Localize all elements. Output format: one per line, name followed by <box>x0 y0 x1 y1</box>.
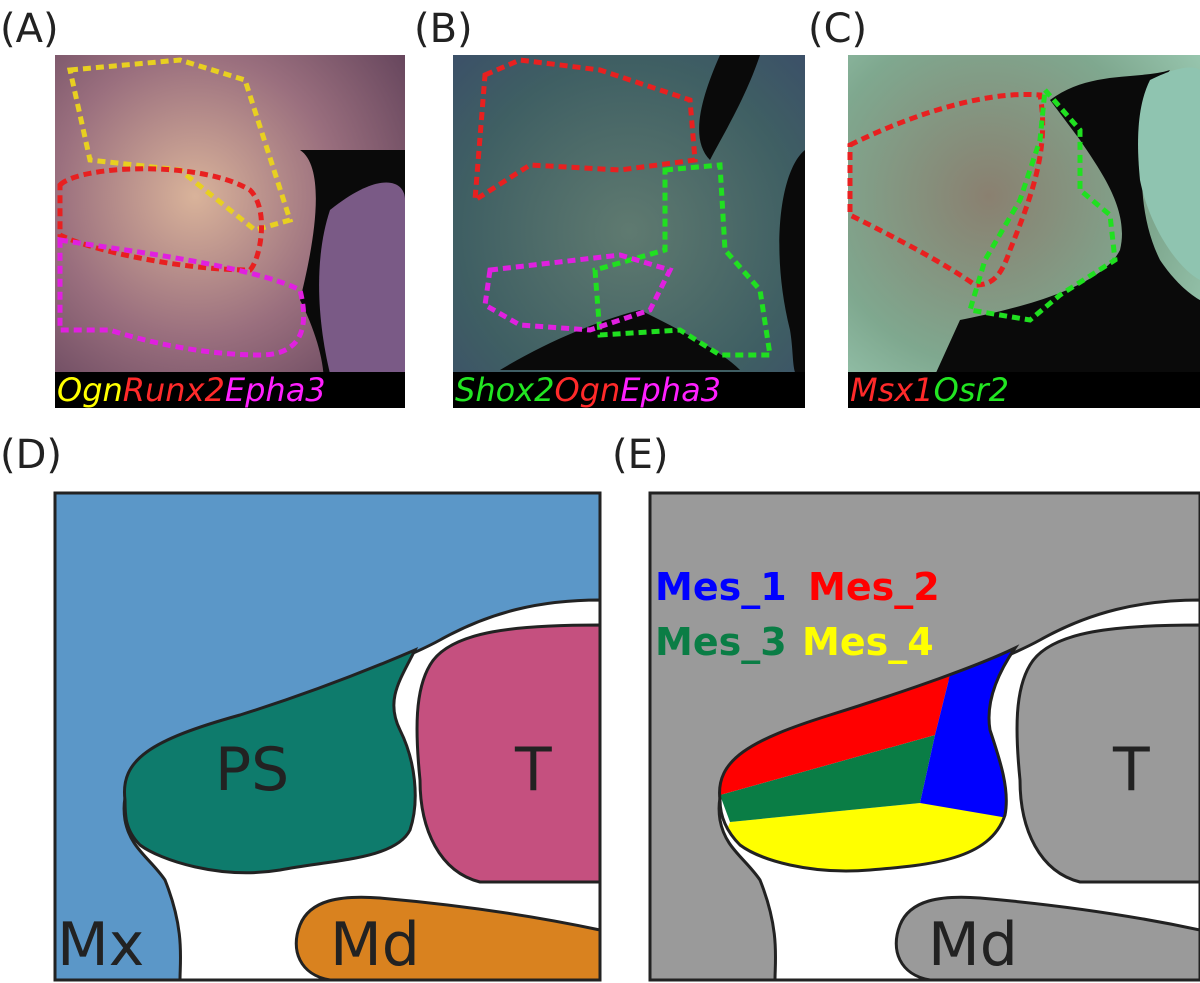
region-label: Md <box>330 910 420 980</box>
legend-entry: Mes_4 <box>802 620 934 664</box>
diagram-e <box>648 491 1200 982</box>
region <box>719 803 1010 871</box>
caption: OgnRunx2Epha3 <box>57 371 326 409</box>
region-label: T <box>1112 735 1150 805</box>
panel-label: (E) <box>612 432 668 478</box>
caption-gene: Runx2 <box>123 371 225 409</box>
region-label: T <box>514 735 552 805</box>
caption-gene: Osr2 <box>934 371 1009 409</box>
caption: Shox2OgnEpha3 <box>455 371 721 409</box>
region-label: Md <box>928 910 1018 980</box>
caption-gene: Epha3 <box>225 371 326 409</box>
diagram-d <box>53 491 602 982</box>
caption: Msx1Osr2 <box>850 371 1009 409</box>
legend-entry: Mes_3 <box>655 620 787 664</box>
legend-entry: Mes_1 <box>655 565 787 609</box>
caption-gene: Epha3 <box>620 371 721 409</box>
caption-gene: Shox2 <box>455 371 554 409</box>
caption-gene: Ogn <box>554 371 620 409</box>
panel-label: (C) <box>808 6 867 52</box>
panel-label: (B) <box>414 6 473 52</box>
micrograph-c <box>847 55 1200 408</box>
region-label: Mx <box>57 910 144 980</box>
caption-gene: Msx1 <box>850 371 934 409</box>
micrograph-b <box>453 55 805 408</box>
panel-label: (A) <box>0 6 59 52</box>
panel-label: (D) <box>0 432 62 478</box>
region <box>720 735 935 822</box>
micrograph-a <box>55 55 405 408</box>
legend-entry: Mes_2 <box>808 565 940 609</box>
region-label: PS <box>215 735 289 805</box>
caption-gene: Ogn <box>57 371 123 409</box>
